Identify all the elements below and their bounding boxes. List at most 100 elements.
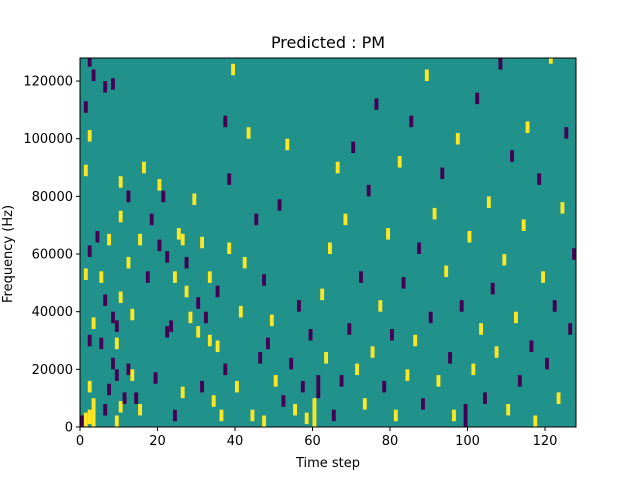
heatmap-cell	[525, 121, 530, 133]
heatmap-cell	[339, 375, 344, 387]
heatmap-cell	[111, 311, 115, 324]
heatmap-cell	[312, 398, 317, 427]
heatmap-cell	[103, 403, 108, 416]
heatmap-cell	[548, 58, 553, 64]
heatmap-cell	[355, 363, 360, 376]
heatmap-cell	[366, 184, 371, 197]
heatmap-cell	[304, 412, 309, 425]
y-tick-label: 20000	[32, 363, 73, 378]
heatmap-cell	[83, 412, 88, 427]
heatmap-cell	[382, 380, 387, 393]
heatmap-cell	[359, 271, 363, 283]
heatmap-cell	[436, 375, 441, 387]
heatmap-cell	[444, 265, 449, 278]
heatmap-cell	[521, 219, 526, 231]
heatmap-cells	[80, 58, 577, 427]
heatmap-cell	[277, 199, 282, 211]
heatmap-cell	[242, 256, 247, 269]
heatmap-cell	[145, 271, 150, 283]
heatmap-cell	[91, 398, 96, 427]
heatmap-cell	[390, 328, 394, 341]
heatmap-cell	[262, 415, 267, 427]
heatmap-cell	[269, 314, 274, 327]
heatmap-cell	[122, 392, 127, 404]
heatmap-cell	[486, 196, 491, 208]
heatmap-cell	[118, 176, 123, 188]
heatmap-cell	[343, 213, 348, 226]
heatmap-cell	[331, 409, 336, 422]
heatmap-cell	[107, 383, 112, 396]
heatmap-cell	[510, 150, 515, 162]
heatmap-cell	[266, 337, 270, 350]
x-tick-label: 120	[533, 434, 558, 449]
heatmap-cell	[134, 392, 139, 404]
heatmap-cell	[459, 300, 464, 312]
heatmap-cell	[479, 323, 484, 335]
heatmap-cell	[568, 323, 573, 335]
x-tick-label: 60	[304, 434, 321, 449]
heatmap-cell	[537, 173, 542, 185]
heatmap-cell	[490, 282, 495, 295]
heatmap-cell	[564, 127, 569, 139]
heatmap-cell	[467, 230, 472, 243]
heatmap-cell	[176, 228, 181, 240]
heatmap-cell	[502, 254, 507, 266]
heatmap-cell	[126, 256, 131, 269]
y-tick-label: 0	[65, 421, 73, 436]
heatmap-cell	[231, 63, 236, 76]
heatmap-cell	[250, 409, 255, 422]
heatmap-cell	[572, 248, 577, 260]
heatmap-cell	[374, 98, 379, 110]
heatmap-cell	[328, 242, 332, 255]
heatmap-cell	[130, 308, 135, 321]
heatmap-cell	[258, 352, 263, 364]
heatmap-cell	[413, 334, 418, 347]
heatmap-cell	[421, 398, 425, 410]
heatmap-cell	[161, 190, 166, 203]
heatmap-cell	[207, 334, 212, 347]
heatmap-cell	[138, 403, 143, 416]
heatmap-cell	[424, 69, 429, 82]
heatmap-cell	[157, 179, 162, 191]
heatmap-cell	[324, 352, 329, 364]
heatmap-cell	[99, 337, 104, 350]
heatmap-cell	[111, 78, 115, 90]
heatmap-cell	[118, 210, 123, 223]
heatmap-cell	[397, 156, 402, 168]
heatmap-cell	[308, 328, 313, 341]
heatmap-cell	[440, 167, 445, 180]
heatmap-cell	[448, 352, 453, 364]
heatmap-cell	[316, 375, 321, 399]
y-tick-label: 60000	[32, 248, 73, 263]
heatmap-cell	[118, 291, 123, 304]
heatmap-cell	[87, 245, 92, 257]
heatmap-cell	[200, 380, 205, 393]
x-tick-label: 20	[149, 434, 166, 449]
heatmap-cell	[560, 202, 565, 214]
heatmap-cell	[211, 395, 216, 407]
heatmap-cell	[494, 346, 499, 358]
heatmap-cell	[173, 409, 177, 422]
heatmap-cell	[169, 320, 174, 332]
heatmap-cell	[320, 288, 325, 301]
heatmap-cell	[215, 340, 220, 353]
plot-frame	[79, 57, 577, 428]
heatmap-cell	[130, 369, 135, 381]
heatmap-cell	[196, 326, 201, 338]
y-axis: 0 20000 40000 60000 80000 100000 120000	[23, 75, 80, 436]
heatmap-cell	[262, 274, 267, 286]
heatmap-cell	[114, 415, 119, 427]
heatmap-cell	[83, 268, 88, 280]
heatmap-cell	[289, 357, 294, 370]
heatmap-cell	[188, 311, 193, 324]
heatmap-cell	[281, 395, 286, 407]
y-tick-label: 80000	[32, 190, 73, 205]
heatmap-cell	[405, 369, 410, 381]
heatmap-cell	[200, 236, 205, 249]
heatmap-cell	[533, 415, 538, 427]
heatmap-cell	[475, 92, 480, 105]
heatmap-cell	[506, 403, 511, 416]
y-axis-label: Frequency (Hz)	[1, 205, 16, 303]
heatmap-cell	[227, 242, 232, 255]
heatmap-cell	[351, 141, 356, 154]
